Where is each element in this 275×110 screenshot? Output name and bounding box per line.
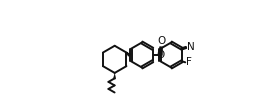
Text: O: O: [156, 50, 164, 60]
Text: O: O: [157, 36, 165, 46]
Polygon shape: [126, 52, 130, 56]
Text: N: N: [187, 42, 194, 52]
Text: F: F: [186, 57, 192, 67]
